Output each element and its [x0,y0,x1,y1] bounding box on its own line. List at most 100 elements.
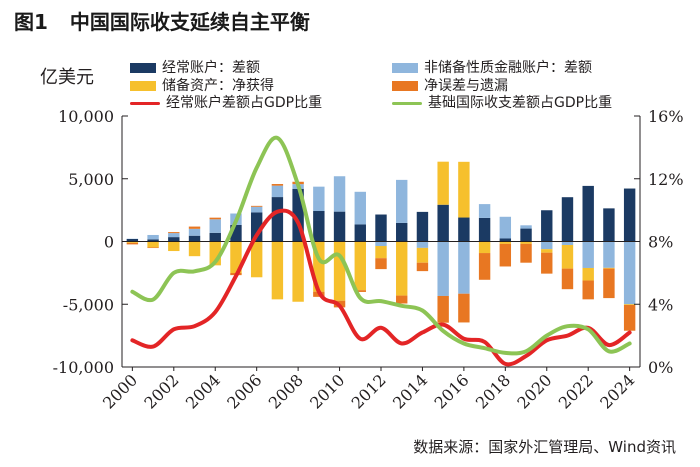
bar-reserve_assets-2000 [126,241,139,243]
bar-reserve_assets-2023 [603,267,615,269]
bar-current_account-2021 [561,197,574,242]
bar-financial_account-2012 [375,241,387,247]
bar-reserve_assets-2022 [582,267,594,281]
bar-financial_account-2019 [520,225,532,229]
bar-reserve_assets-2019 [520,241,532,244]
bar-financial_account-2022 [582,241,594,268]
bar-reserve_assets-2007 [271,241,284,300]
left-tick-label: -10,000 [53,358,114,377]
x-tick-label: 2022 [555,370,597,412]
bar-errors_omissions-2007 [271,184,284,186]
bar-reserve_assets-2002 [168,241,180,252]
bar-current_account-2020 [541,210,553,242]
right-tick-label: 8% [648,233,673,252]
bar-reserve_assets-2018 [499,241,512,244]
y-axis-unit-label: 亿美元 [40,67,94,88]
bar-reserve_assets-2005 [230,241,242,273]
bar-financial_account-2011 [354,191,366,225]
bar-errors_omissions-2019 [520,243,532,263]
bar-financial_account-2001 [147,234,159,240]
x-tick-label: 2012 [348,370,390,412]
bar-reserve_assets-2015 [437,161,449,205]
bar-financial_account-2007 [271,185,284,198]
bar-current_account-2009 [313,211,325,242]
bar-current_account-2017 [478,217,491,242]
legend-swatch-reserve-assets [130,81,156,91]
legend-financial-account: 非储备性质金融账户：差额 [392,60,592,76]
left-tick-label: -5,000 [63,295,114,314]
bar-errors_omissions-2013 [396,295,408,304]
legend-swatch-ca-ratio [130,101,160,105]
figure-title: 中国国际收支延续自主平衡 [69,10,310,34]
x-tick-label: 2010 [306,370,348,412]
bar-errors_omissions-2000 [126,242,139,245]
bar-reserve_assets-2021 [561,245,574,269]
bar-errors_omissions-2016 [458,293,470,323]
legend-label-errors-omissions: 净误差与遗漏 [424,78,508,94]
right-tick-label: 12% [648,170,684,189]
bar-current_account-2001 [147,239,159,242]
bar-errors_omissions-2003 [188,226,201,229]
bar-current_account-2004 [209,232,221,242]
bar-errors_omissions-2015 [437,295,449,323]
x-tick-label: 2016 [430,370,472,412]
bar-errors_omissions-2023 [603,268,615,299]
left-tick-label: 5,000 [68,170,114,189]
bar-financial_account-2010 [333,176,346,212]
line-basic_ratio [130,135,632,356]
bar-reserve_assets-2017 [478,241,491,254]
x-tick-label: 2014 [389,370,431,412]
bar-reserve_assets-2020 [541,249,553,253]
legend-label-current-account: 经常账户：差额 [162,60,260,76]
source-note: 数据来源：国家外汇管理局、Wind资讯 [413,438,676,456]
right-tick-label: 4% [648,295,673,314]
legend-swatch-current-account [130,63,156,73]
x-tick-label: 2020 [513,370,555,412]
legend-reserve-assets: 储备资产：净获得 [130,78,274,94]
bar-financial_account-2018 [499,216,512,239]
bar-errors_omissions-2024 [623,305,636,331]
bar-errors_omissions-2014 [416,262,429,272]
bar-current_account-2016 [458,217,470,242]
x-tick-label: 2004 [182,370,224,412]
bar-financial_account-2020 [541,241,553,250]
bar-current_account-2015 [437,204,449,242]
bar-current_account-2007 [271,197,284,242]
bar-errors_omissions-2022 [582,280,594,300]
bar-current_account-2003 [188,235,201,242]
legend-basic-ratio: 基础国际收支差额占GDP比重 [392,95,612,111]
bar-errors_omissions-2004 [209,217,221,220]
left-tick-label: 10,000 [58,107,114,126]
bar-errors_omissions-2021 [561,268,574,290]
bar-current_account-2014 [416,211,429,242]
legend-errors-omissions: 净误差与遗漏 [392,78,508,94]
bar-reserve_assets-2003 [188,241,201,257]
bar-reserve_assets-2004 [209,241,221,266]
bar-errors_omissions-2002 [168,232,180,234]
bar-reserve_assets-2012 [375,246,387,259]
legend-swatch-errors-omissions [392,81,418,91]
bar-current_account-2010 [333,211,346,242]
bar-current_account-2000 [126,238,139,242]
bar-financial_account-2009 [313,186,325,212]
bar-financial_account-2006 [250,206,263,213]
bar-financial_account-2021 [561,241,574,246]
bar-errors_omissions-2011 [354,290,366,292]
bar-reserve_assets-2006 [250,241,263,278]
bar-errors_omissions-2020 [541,252,553,274]
bar-reserve_assets-2016 [458,161,470,218]
bar-reserve_assets-2014 [416,247,429,263]
bar-financial_account-2003 [188,228,201,236]
bar-current_account-2002 [168,237,180,242]
bar-reserve_assets-2011 [354,241,366,291]
bar-reserve_assets-2001 [147,241,159,248]
x-tick-label: 2002 [140,370,182,412]
bar-reserve_assets-2008 [292,241,304,302]
bar-financial_account-2002 [168,233,180,238]
bar-current_account-2018 [499,238,512,242]
bar-current_account-2013 [396,222,408,242]
legend-label-financial-account: 非储备性质金融账户：差额 [424,60,592,76]
bar-errors_omissions-2001 [147,247,159,249]
figure-title-block: 图1 中国国际收支延续自主平衡 [14,6,310,35]
